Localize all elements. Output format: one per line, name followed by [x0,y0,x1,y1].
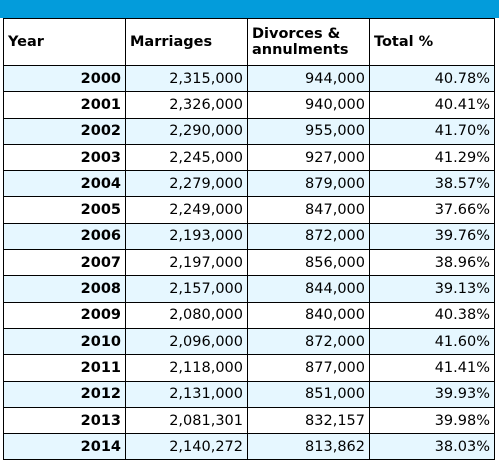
cell-marriages: 2,326,000 [125,91,248,119]
cell-marriages: 2,245,000 [125,143,248,172]
table-row: 2006 2,193,000 872,000 39.76% [3,222,495,251]
cell-year: 2011 [3,354,126,382]
cell-year: 2007 [3,249,126,277]
cell-year: 2014 [3,433,126,461]
cell-year: 2010 [3,327,126,356]
cell-total-percent: 39.93% [369,380,495,408]
table-row: 2005 2,249,000 847,000 37.66% [3,196,495,224]
cell-year: 2002 [3,117,126,145]
cell-year: 2006 [3,222,126,251]
cell-year: 2005 [3,196,126,224]
cell-divorces: 844,000 [247,275,370,303]
table-row: 2010 2,096,000 872,000 41.60% [3,327,495,356]
cell-total-percent: 38.03% [369,433,495,461]
cell-marriages: 2,193,000 [125,222,248,251]
cell-divorces: 840,000 [247,301,370,329]
cell-total-percent: 40.41% [369,91,495,119]
table-row: 2004 2,279,000 879,000 38.57% [3,170,495,198]
cell-year: 2001 [3,91,126,119]
cell-divorces: 955,000 [247,117,370,145]
cell-total-percent: 41.29% [369,143,495,172]
cell-total-percent: 39.76% [369,222,495,251]
cell-divorces: 872,000 [247,222,370,251]
top-bar [0,0,499,18]
cell-year: 2013 [3,406,126,435]
cell-marriages: 2,081,301 [125,406,248,435]
table-row: 2008 2,157,000 844,000 39.13% [3,275,495,303]
cell-marriages: 2,315,000 [125,64,248,93]
table-row: 2001 2,326,000 940,000 40.41% [3,91,495,119]
cell-total-percent: 40.38% [369,301,495,329]
cell-divorces: 813,862 [247,433,370,461]
cell-divorces: 877,000 [247,354,370,382]
table-row: 2002 2,290,000 955,000 41.70% [3,117,495,145]
cell-marriages: 2,118,000 [125,354,248,382]
table-row: 2012 2,131,000 851,000 39.93% [3,380,495,408]
cell-year: 2003 [3,143,126,172]
header-marriages: Marriages [125,18,248,66]
cell-divorces: 927,000 [247,143,370,172]
cell-total-percent: 38.96% [369,249,495,277]
header-divorces: Divorces & annulments [247,18,370,66]
cell-marriages: 2,096,000 [125,327,248,356]
cell-divorces: 944,000 [247,64,370,93]
cell-marriages: 2,249,000 [125,196,248,224]
header-year: Year [3,18,126,66]
cell-divorces: 832,157 [247,406,370,435]
table-row: 2007 2,197,000 856,000 38.96% [3,249,495,277]
cell-year: 2008 [3,275,126,303]
cell-total-percent: 41.60% [369,327,495,356]
table-row: 2009 2,080,000 840,000 40.38% [3,301,495,329]
cell-total-percent: 37.66% [369,196,495,224]
table-row: 2013 2,081,301 832,157 39.98% [3,406,495,435]
cell-divorces: 940,000 [247,91,370,119]
cell-marriages: 2,157,000 [125,275,248,303]
cell-divorces: 879,000 [247,170,370,198]
table-row: 2000 2,315,000 944,000 40.78% [3,64,495,93]
cell-marriages: 2,279,000 [125,170,248,198]
header-total-percent: Total % [369,18,495,66]
cell-year: 2012 [3,380,126,408]
cell-year: 2009 [3,301,126,329]
table-body: 2000 2,315,000 944,000 40.78% 2001 2,326,000 9… [3,64,495,461]
cell-marriages: 2,140,272 [125,433,248,461]
cell-total-percent: 40.78% [369,64,495,93]
table-row: 2011 2,118,000 877,000 41.41% [3,354,495,382]
cell-divorces: 847,000 [247,196,370,224]
table-row: 2014 2,140,272 813,862 38.03% [3,433,495,461]
marriage-divorce-table: Year Marriages Divorces & annulments Tot… [3,18,495,461]
cell-total-percent: 39.13% [369,275,495,303]
cell-total-percent: 39.98% [369,406,495,435]
cell-divorces: 856,000 [247,249,370,277]
cell-divorces: 872,000 [247,327,370,356]
cell-marriages: 2,131,000 [125,380,248,408]
cell-total-percent: 38.57% [369,170,495,198]
cell-year: 2004 [3,170,126,198]
cell-marriages: 2,290,000 [125,117,248,145]
cell-marriages: 2,080,000 [125,301,248,329]
cell-year: 2000 [3,64,126,93]
table-row: 2003 2,245,000 927,000 41.29% [3,143,495,172]
cell-total-percent: 41.70% [369,117,495,145]
cell-total-percent: 41.41% [369,354,495,382]
cell-marriages: 2,197,000 [125,249,248,277]
header-row: Year Marriages Divorces & annulments Tot… [3,18,495,66]
cell-divorces: 851,000 [247,380,370,408]
